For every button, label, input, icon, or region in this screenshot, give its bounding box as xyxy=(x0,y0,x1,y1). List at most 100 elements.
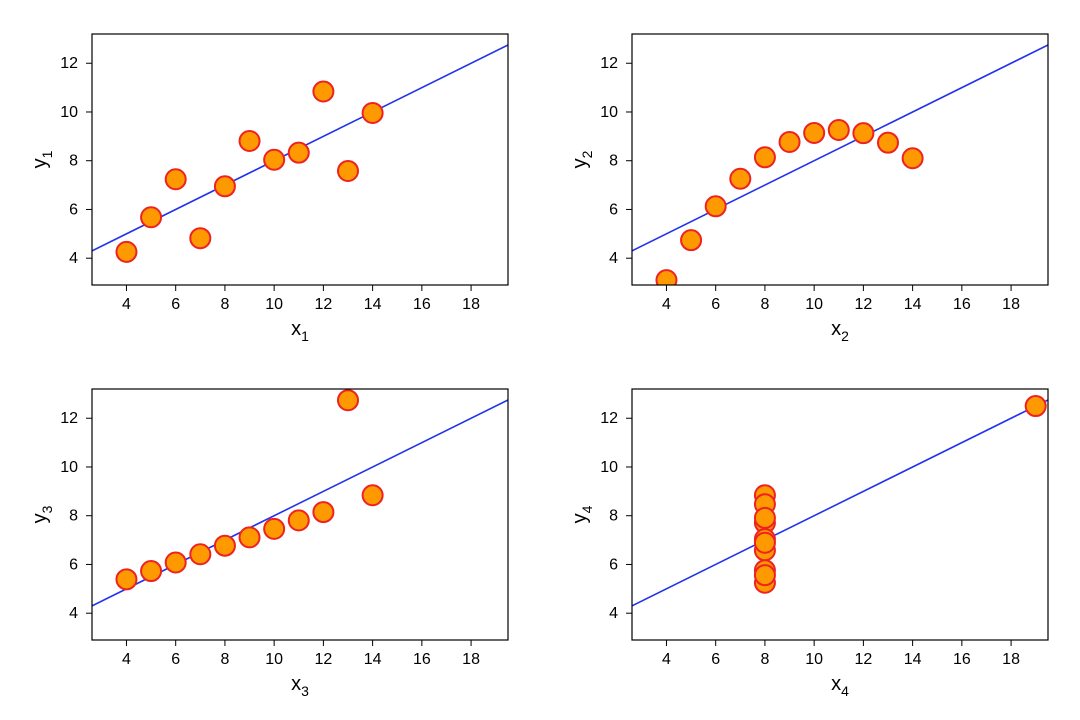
panel-2-svg: 46810121416184681012x2y2 xyxy=(560,20,1060,355)
x-tick-label: 6 xyxy=(711,296,720,313)
data-point xyxy=(313,502,333,522)
data-point xyxy=(338,390,358,410)
data-point xyxy=(681,230,701,250)
data-point xyxy=(903,148,923,168)
x-tick-label: 18 xyxy=(1002,296,1020,313)
y-tick-label: 6 xyxy=(609,201,618,218)
panel-4-svg: 46810121416184681012x4y4 xyxy=(560,375,1060,710)
panel-4: 46810121416184681012x4y4 xyxy=(560,375,1060,710)
data-point xyxy=(755,565,775,585)
y-axis-label: y1 xyxy=(29,150,55,168)
x-tick-label: 18 xyxy=(462,296,480,313)
panel-2: 46810121416184681012x2y2 xyxy=(560,20,1060,355)
y-tick-label: 4 xyxy=(69,250,78,267)
x-tick-label: 16 xyxy=(413,651,431,668)
data-point xyxy=(264,519,284,539)
x-tick-label: 4 xyxy=(662,296,671,313)
x-tick-label: 12 xyxy=(314,651,332,668)
x-tick-label: 12 xyxy=(314,296,332,313)
panel-1-svg: 46810121416184681012x1y1 xyxy=(20,20,520,355)
x-tick-label: 4 xyxy=(662,651,671,668)
x-tick-label: 10 xyxy=(265,296,283,313)
x-tick-label: 6 xyxy=(711,651,720,668)
y-axis-label: y4 xyxy=(569,505,595,523)
y-tick-label: 10 xyxy=(600,104,618,121)
x-tick-label: 12 xyxy=(854,651,872,668)
panel-3: 4 6 8 10 12 14 16 18 4 6 8 10 12 x3 y3 xyxy=(20,375,520,710)
y-tick-label: 12 xyxy=(60,410,78,427)
points-group xyxy=(116,390,382,589)
y-axis-label: y3 xyxy=(29,505,55,523)
x-tick-label: 16 xyxy=(413,296,431,313)
y-tick-label: 8 xyxy=(69,508,78,525)
data-point xyxy=(240,527,260,547)
y-tick-label: 4 xyxy=(69,605,78,622)
data-point xyxy=(141,561,161,581)
y-tick-label: 12 xyxy=(600,410,618,427)
data-point xyxy=(116,242,136,262)
data-point xyxy=(190,544,210,564)
x-tick-label: 10 xyxy=(265,651,283,668)
data-point xyxy=(755,147,775,167)
x-tick-label: 14 xyxy=(364,651,382,668)
data-point xyxy=(363,485,383,505)
data-point xyxy=(313,82,333,102)
regression-line xyxy=(632,400,1048,606)
x-axis-label: x4 xyxy=(831,673,849,699)
x-tick-label: 6 xyxy=(171,296,180,313)
y-tick-label: 10 xyxy=(600,459,618,476)
y-tick-label: 4 xyxy=(609,605,618,622)
data-point xyxy=(215,176,235,196)
y-tick-label: 12 xyxy=(600,55,618,72)
x-tick-label: 18 xyxy=(462,651,480,668)
x-tick-label: 6 xyxy=(171,651,180,668)
data-point xyxy=(338,161,358,181)
y-tick-label: 10 xyxy=(60,104,78,121)
x-axis-label: x1 xyxy=(291,318,309,344)
data-point xyxy=(240,131,260,151)
data-point xyxy=(755,508,775,528)
x-tick-label: 14 xyxy=(904,651,922,668)
data-point xyxy=(166,169,186,189)
data-point xyxy=(706,196,726,216)
x-tick-label: 4 xyxy=(122,651,131,668)
x-tick-label: 14 xyxy=(904,296,922,313)
points-group xyxy=(755,396,1046,593)
points-group xyxy=(656,120,922,290)
data-point xyxy=(141,207,161,227)
data-point xyxy=(780,132,800,152)
x-tick-label: 8 xyxy=(220,651,229,668)
y-tick-label: 8 xyxy=(69,153,78,170)
y-tick-label: 10 xyxy=(60,459,78,476)
data-point xyxy=(755,533,775,553)
y-tick-label: 8 xyxy=(609,508,618,525)
data-point xyxy=(215,536,235,556)
data-point xyxy=(730,169,750,189)
plot-frame xyxy=(632,389,1048,640)
x-tick-label: 10 xyxy=(805,296,823,313)
x-tick-label: 16 xyxy=(953,651,971,668)
x-axis-label: x2 xyxy=(831,318,849,344)
x-tick-label: 8 xyxy=(220,296,229,313)
data-point xyxy=(853,123,873,143)
data-point xyxy=(289,143,309,163)
x-tick-label: 12 xyxy=(854,296,872,313)
data-point xyxy=(190,228,210,248)
data-point xyxy=(829,120,849,140)
data-point xyxy=(289,510,309,530)
y-axis-label: y2 xyxy=(569,150,595,168)
data-point xyxy=(1026,396,1046,416)
x-tick-label: 14 xyxy=(364,296,382,313)
y-tick-label: 4 xyxy=(609,250,618,267)
y-tick-label: 8 xyxy=(609,153,618,170)
points-group xyxy=(116,82,382,262)
data-point xyxy=(804,123,824,143)
regression-line xyxy=(632,45,1048,251)
y-tick-label: 6 xyxy=(69,556,78,573)
data-point xyxy=(264,150,284,170)
y-tick-label: 12 xyxy=(60,55,78,72)
x-axis-label: x3 xyxy=(291,673,309,699)
panel-3-svg: 4 6 8 10 12 14 16 18 4 6 8 10 12 x3 y3 xyxy=(20,375,520,710)
data-point xyxy=(166,553,186,573)
data-point xyxy=(878,133,898,153)
